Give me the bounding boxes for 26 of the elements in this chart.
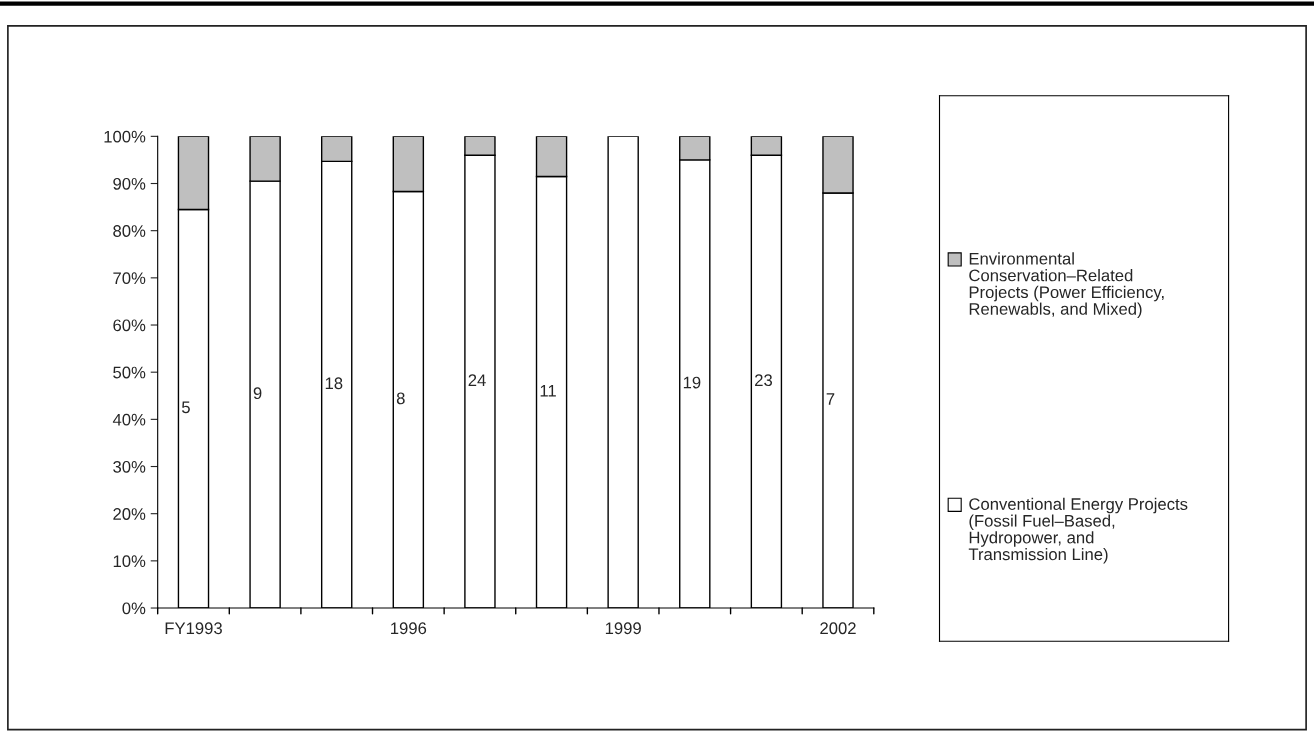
annotation: 23 [755, 374, 773, 387]
y-tick-label: 100% [104, 130, 146, 143]
y-tick-label: 60% [113, 319, 146, 332]
legend-label: Environmental Conservation–Related Projects (Power Efficiency, Renewabls, and Mixed) [969, 252, 1164, 319]
y-tick-label: 10% [113, 555, 146, 568]
y-tick-label: 40% [112, 413, 146, 426]
annotation: 24 [468, 374, 486, 386]
annotation: 19 [683, 376, 701, 389]
x-tick-label: 2002 [820, 622, 856, 635]
y-tick-label: 20% [113, 508, 146, 520]
y-tick-label: 30% [113, 460, 146, 473]
y-tick-label: 80% [113, 225, 146, 237]
x-tick-label: 1996 [391, 622, 427, 635]
annotation: 8 [396, 392, 405, 405]
y-tick-label: 50% [113, 366, 146, 379]
legend-label: Conventional Energy Projects (Fossil Fuel–Based, Hydropower, and Transmission Line) [968, 497, 1188, 564]
annotation: 5 [181, 401, 190, 414]
y-tick-label: 0% [122, 602, 146, 615]
annotation: 7 [826, 393, 835, 405]
annotation: 9 [253, 387, 262, 400]
annotation: 11 [540, 385, 556, 397]
annotation: 18 [325, 377, 343, 390]
y-tick-label: 70% [113, 272, 146, 285]
y-tick-label: 90% [113, 177, 146, 190]
x-tick-label: FY1993 [165, 622, 222, 635]
x-tick-label: 1999 [605, 622, 641, 635]
